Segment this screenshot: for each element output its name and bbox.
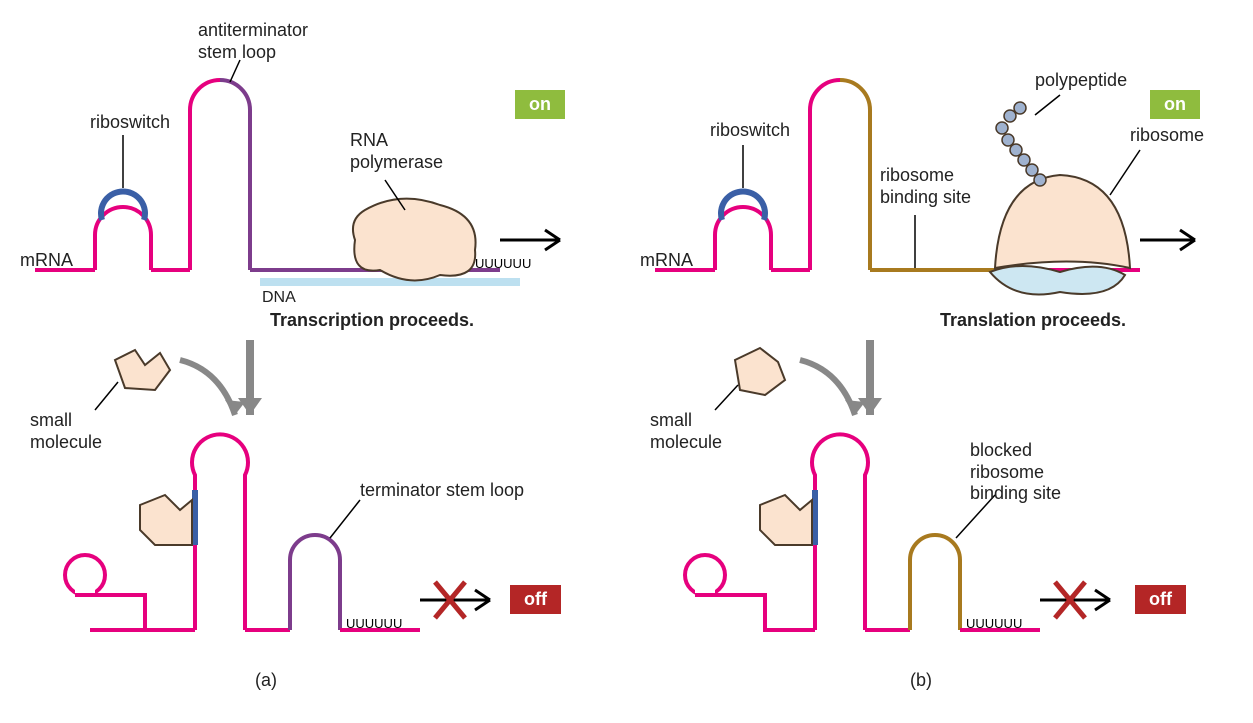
svg-text:UUUUUU: UUUUUU — [346, 616, 402, 631]
blocked-rbs-label: blockedribosomebinding site — [970, 440, 1090, 505]
panel-b: UUUUUU riboswitch polypeptide ribosome r… — [640, 20, 1200, 700]
riboswitch-label-b: riboswitch — [710, 120, 790, 142]
translation-label: Translation proceeds. — [940, 310, 1126, 332]
transcription-label: Transcription proceeds. — [270, 310, 474, 332]
poly-u-text: UUUUUU — [475, 256, 531, 271]
small-molecule-label-a: smallmolecule — [30, 410, 110, 453]
antiterminator-label: antiterminatorstem loop — [198, 20, 328, 63]
polypeptide-label: polypeptide — [1035, 70, 1127, 92]
rna-polymerase-label: RNApolymerase — [350, 130, 470, 173]
on-badge-a: on — [515, 90, 565, 119]
ribosome-label: ribosome — [1130, 125, 1204, 147]
svg-text:UUUUUU: UUUUUU — [966, 616, 1022, 631]
riboswitch-label-a: riboswitch — [90, 112, 170, 134]
panel-a: UUUUUU — [20, 20, 580, 700]
rbs-label: ribosomebinding site — [880, 165, 980, 208]
off-badge-a: off — [510, 585, 561, 614]
small-molecule-label-b: smallmolecule — [650, 410, 730, 453]
on-badge-b: on — [1150, 90, 1200, 119]
panel-a-id: (a) — [255, 670, 277, 691]
riboswitch-diagram: UUUUUU — [20, 20, 1233, 700]
panel-b-id: (b) — [910, 670, 932, 691]
off-badge-b: off — [1135, 585, 1186, 614]
mrna-label-b: mRNA — [640, 250, 693, 272]
terminator-label: terminator stem loop — [360, 480, 524, 502]
dna-label: DNA — [262, 288, 296, 307]
mrna-label-a: mRNA — [20, 250, 73, 272]
